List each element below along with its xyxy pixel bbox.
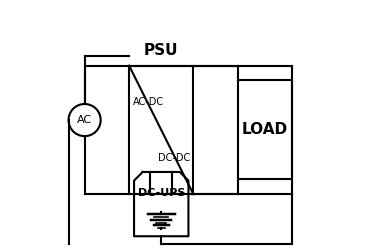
Text: AC-DC: AC-DC [133,97,164,107]
Text: DC-DC: DC-DC [158,153,190,163]
Text: AC: AC [77,115,92,125]
Text: PSU: PSU [144,43,178,58]
Text: LOAD: LOAD [242,122,288,138]
Bar [129,66,193,194]
Bar [238,80,292,180]
Text: DC-UPS: DC-UPS [138,188,185,198]
